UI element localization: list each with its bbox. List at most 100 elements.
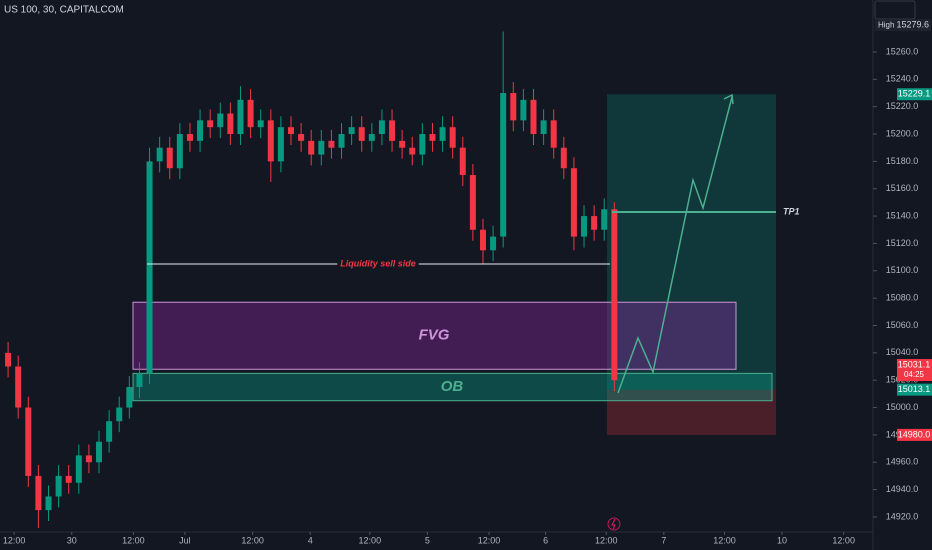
- y-tick-label: 15180.0: [886, 156, 919, 166]
- candle-body: [540, 120, 547, 135]
- y-tick-label: 15220.0: [886, 101, 919, 111]
- price-label-bg: [897, 428, 932, 441]
- tp1-label: TP1: [783, 206, 800, 216]
- candle-body: [490, 236, 497, 251]
- candle-body: [126, 387, 133, 408]
- x-tick-label: 12:00: [832, 535, 855, 545]
- scale-button[interactable]: [874, 0, 916, 20]
- x-tick-label: 12:00: [713, 535, 736, 545]
- candle-body: [429, 134, 436, 141]
- y-tick-label: 14940.0: [886, 484, 919, 494]
- y-tick-label: 15240.0: [886, 74, 919, 84]
- candle-body: [389, 120, 396, 141]
- candle-body: [35, 475, 42, 511]
- high-tag-bg: [875, 19, 931, 32]
- y-tick-label: 15100.0: [886, 265, 919, 275]
- candle-body: [560, 147, 567, 169]
- loss-zone: [607, 389, 776, 435]
- y-tick-label: 15060.0: [886, 320, 919, 330]
- candle-body: [15, 366, 22, 408]
- candle-body: [581, 216, 588, 237]
- candle-body: [136, 373, 143, 388]
- candle-body: [328, 140, 335, 148]
- candle-body: [378, 120, 385, 135]
- price-label: 14980.0: [898, 429, 931, 439]
- candle-body: [348, 127, 355, 135]
- overlays: FVG OB Liquidity sell side TP1: [147, 206, 800, 395]
- x-tick-label: 12:00: [359, 535, 382, 545]
- y-tick-label: 14920.0: [886, 511, 919, 521]
- candle-body: [166, 147, 173, 169]
- x-tick-label: 12:00: [595, 535, 618, 545]
- projection-arrow: [617, 96, 733, 394]
- countdown: 04:25: [904, 370, 925, 379]
- candle-body: [207, 120, 214, 128]
- candle-body: [146, 161, 153, 374]
- y-tick-label: 15080.0: [886, 293, 919, 303]
- x-tick-label: 7: [661, 535, 666, 545]
- price-label: 15013.1: [898, 384, 931, 394]
- high-value: 15279.6: [896, 20, 929, 30]
- x-tick-label: 12:00: [241, 535, 264, 545]
- candle-body: [510, 92, 517, 121]
- candle-body: [570, 168, 577, 237]
- y-tick-label: 15260.0: [886, 46, 919, 56]
- candle-body: [45, 496, 52, 511]
- y-tick-label: 15140.0: [886, 210, 919, 220]
- candle-body: [65, 475, 72, 483]
- candle-body: [530, 99, 537, 135]
- candle-body: [156, 147, 163, 162]
- candle-body: [257, 120, 264, 128]
- price-label: 15229.1: [898, 89, 931, 99]
- price-label: 15031.1: [898, 359, 931, 369]
- high-tag: High: [878, 20, 894, 29]
- y-tick-label: 15160.0: [886, 183, 919, 193]
- x-tick-label: 4: [308, 535, 313, 545]
- candle-body: [439, 127, 446, 141]
- fvg-box: [132, 301, 737, 370]
- candle-body: [550, 120, 557, 148]
- candle-body: [459, 147, 466, 176]
- candle-body: [601, 209, 608, 230]
- price-label-bg: [897, 88, 932, 101]
- candle-body: [591, 216, 598, 230]
- candle-body: [106, 421, 113, 442]
- y-tick-label: 15120.0: [886, 238, 919, 248]
- candles: [5, 31, 618, 528]
- candle-body: [186, 134, 193, 141]
- candle-body: [197, 120, 204, 141]
- candle-body: [419, 134, 426, 155]
- candle-body: [338, 134, 345, 148]
- candle-body: [469, 175, 476, 230]
- candle-body: [409, 147, 416, 155]
- drawings: [132, 94, 776, 435]
- candle-body: [500, 92, 507, 237]
- x-tick-label: Jul: [179, 535, 191, 545]
- candle-body: [116, 407, 123, 422]
- ob-box: [132, 372, 773, 402]
- x-tick-label: 12:00: [478, 535, 501, 545]
- candle-body: [399, 140, 406, 148]
- profit-zone: [607, 94, 776, 390]
- event-icon[interactable]: [607, 517, 621, 531]
- price-label-bg: [897, 383, 932, 396]
- candle-body: [217, 113, 224, 128]
- candle-body: [479, 229, 486, 251]
- candle-body: [75, 455, 82, 483]
- candle-body: [368, 134, 375, 141]
- x-tick-label: 30: [67, 535, 77, 545]
- candle-body: [247, 99, 254, 128]
- ob-label: OB: [441, 378, 464, 395]
- x-tick-label: 12:00: [122, 535, 145, 545]
- candle-body: [96, 441, 103, 463]
- candle-body: [318, 140, 325, 155]
- arrow-head: [723, 93, 734, 105]
- candle-body: [308, 140, 315, 155]
- candle-body: [176, 134, 183, 169]
- y-tick-label: 15200.0: [886, 128, 919, 138]
- candle-body: [288, 127, 294, 135]
- x-tick-label: 12:00: [3, 535, 26, 545]
- x-tick-label: 6: [543, 535, 548, 545]
